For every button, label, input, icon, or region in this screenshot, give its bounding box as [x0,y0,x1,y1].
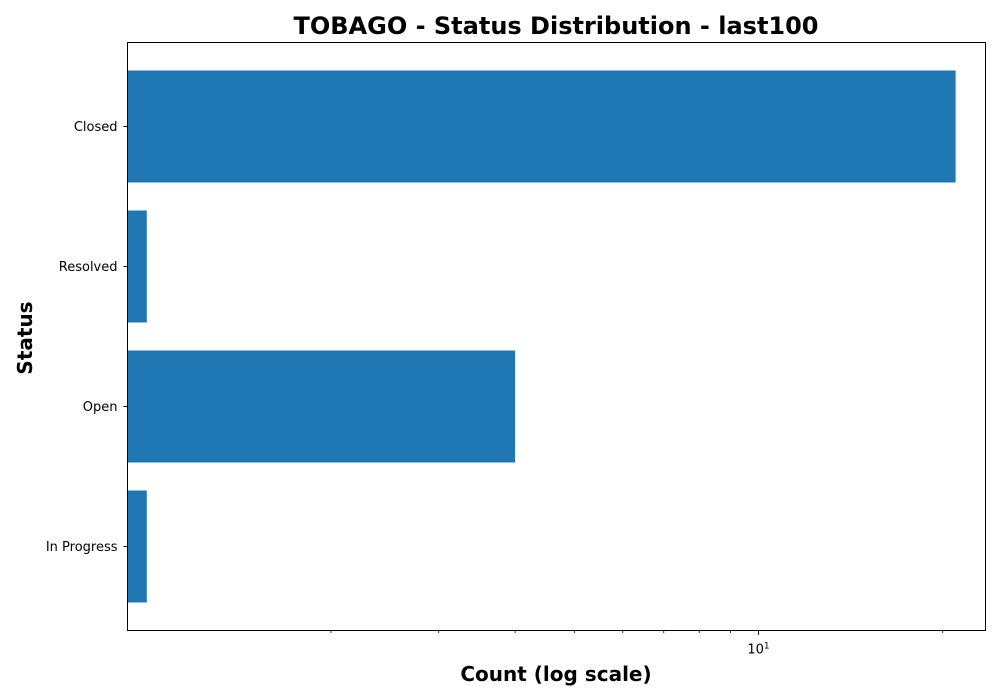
bar-closed [127,70,956,183]
y-tick-label: Resolved [59,260,118,275]
x-tick-label: 101 [747,642,769,658]
y-axis-label: Status [13,301,37,374]
y-axis-ticks: Closed Resolved Open In Progress [46,120,128,555]
bars-group [127,70,956,603]
x-axis-label: Count (log scale) [460,662,651,686]
plot-frame [127,42,986,631]
y-tick-label: In Progress [46,540,118,555]
y-tick-label: Open [83,400,118,415]
y-tick-label: Closed [74,120,118,135]
chart-title: TOBAGO - Status Distribution - last100 [293,12,818,40]
x-axis-ticks: 101 [330,630,944,658]
bar-in-progress [127,490,147,603]
bar-resolved [127,210,147,323]
bar-open [127,350,516,463]
